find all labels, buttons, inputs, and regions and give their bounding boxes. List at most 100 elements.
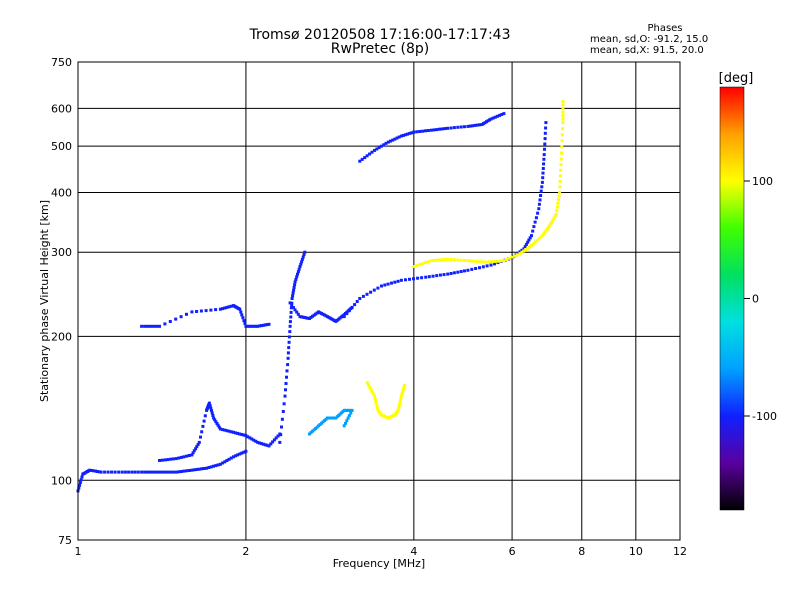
data-point — [208, 404, 212, 408]
y-tick-label: 300 — [51, 246, 72, 259]
data-point — [79, 478, 83, 482]
data-point — [358, 159, 362, 163]
data-point — [288, 330, 292, 334]
data-point — [429, 128, 433, 132]
data-point — [290, 303, 294, 307]
data-point — [179, 470, 183, 473]
data-point — [288, 324, 292, 328]
data-point — [190, 310, 194, 314]
data-point — [127, 470, 131, 474]
data-point — [518, 252, 522, 256]
data-point — [200, 467, 204, 471]
data-point — [197, 440, 201, 444]
data-point — [174, 457, 178, 461]
data-point — [544, 126, 548, 130]
data-point — [542, 153, 546, 157]
data-point — [370, 150, 374, 154]
data-point — [560, 151, 563, 155]
data-point — [531, 229, 535, 233]
data-point — [296, 270, 300, 274]
data-point — [558, 179, 562, 183]
data-point — [92, 469, 96, 473]
y-axis-label: Stationary phase Virtual Height [km] — [38, 200, 51, 402]
data-point — [238, 452, 242, 456]
data-point — [502, 259, 506, 263]
data-point — [398, 401, 402, 405]
data-point — [202, 467, 206, 470]
data-point — [229, 456, 233, 460]
data-point — [415, 264, 419, 268]
data-point — [171, 457, 175, 461]
data-point — [375, 406, 379, 410]
chart-subtitle: RwPretec (8p) — [330, 41, 430, 57]
colorbar-ticks: 100 0 -100 — [744, 175, 777, 423]
data-point — [286, 351, 290, 355]
data-point — [542, 162, 546, 166]
data-point — [561, 121, 565, 125]
data-point — [238, 432, 242, 436]
data-point — [558, 191, 562, 194]
data-point — [284, 382, 288, 385]
data-point — [558, 174, 562, 178]
data-point — [373, 148, 376, 152]
data-point — [438, 273, 442, 277]
phases-summary: Phases mean, sd,O: -91.2, 15.0 mean, sd,… — [590, 23, 740, 56]
data-point — [427, 275, 431, 279]
data-point — [372, 288, 376, 292]
data-point — [350, 306, 354, 310]
data-point — [269, 442, 273, 446]
data-point — [416, 276, 420, 280]
data-point — [350, 408, 354, 412]
data-point — [463, 259, 466, 262]
data-point — [502, 112, 506, 116]
data-point — [485, 264, 489, 268]
data-point — [106, 470, 110, 474]
data-point — [293, 308, 297, 312]
data-point — [265, 323, 269, 327]
data-point — [475, 123, 479, 127]
data-point — [78, 481, 82, 484]
data-point — [225, 459, 229, 462]
data-point — [263, 443, 267, 447]
data-points — [76, 100, 565, 493]
data-point — [155, 470, 158, 474]
data-point — [370, 390, 374, 394]
data-point — [440, 127, 444, 131]
data-point — [195, 445, 199, 449]
data-point — [475, 259, 479, 263]
data-point — [221, 461, 225, 465]
data-point — [398, 399, 402, 403]
data-point — [240, 313, 244, 317]
data-point — [232, 430, 235, 434]
data-point — [250, 324, 254, 328]
data-point — [199, 435, 202, 439]
data-point — [459, 125, 463, 129]
data-point — [160, 458, 164, 462]
data-point — [443, 127, 447, 131]
data-point — [374, 401, 378, 405]
data-point — [274, 436, 278, 440]
data-point — [449, 258, 453, 261]
data-point — [481, 260, 485, 264]
data-point — [545, 227, 549, 231]
data-point — [528, 236, 532, 240]
data-point — [345, 312, 349, 316]
data-point — [397, 135, 401, 139]
data-point — [401, 391, 404, 394]
data-point — [470, 267, 474, 271]
data-point — [402, 385, 406, 389]
data-point — [481, 265, 485, 269]
data-point — [408, 131, 412, 135]
data-point — [293, 280, 297, 284]
data-point — [158, 324, 161, 328]
data-point — [113, 470, 117, 474]
data-point — [209, 308, 213, 312]
data-point — [561, 107, 565, 111]
data-point — [166, 458, 170, 462]
data-point — [290, 297, 294, 300]
data-point — [438, 127, 441, 131]
data-point — [373, 394, 376, 398]
data-point — [217, 425, 221, 429]
data-point — [380, 284, 383, 288]
